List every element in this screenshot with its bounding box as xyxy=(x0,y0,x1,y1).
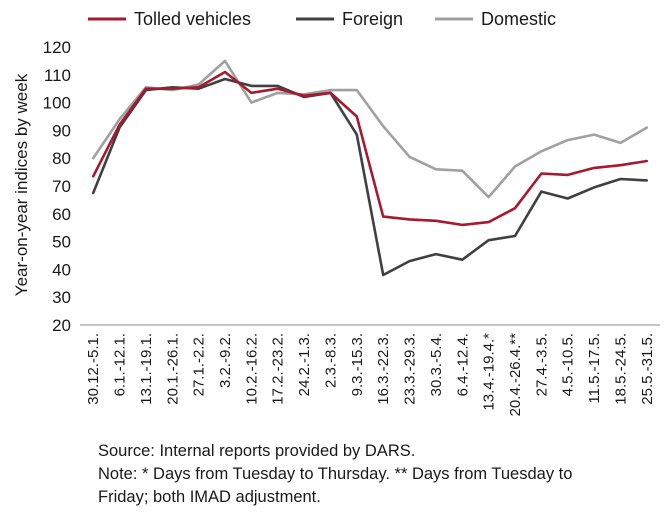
source-note: Source: Internal reports provided by DAR… xyxy=(98,442,416,460)
x-tick-label: 13.1.-19.1. xyxy=(138,333,155,405)
y-tick-label: 80 xyxy=(52,149,71,168)
y-tick-label: 110 xyxy=(44,66,71,85)
series-line-domestic xyxy=(91,59,649,199)
x-tick-label: 13.4.-19.4.* xyxy=(481,333,498,411)
note-line-1: Note: * Days from Tuesday to Thursday. *… xyxy=(98,465,573,483)
x-tick-label: 27.1.-2.2. xyxy=(191,333,208,396)
x-tick-label: 3.2.-9.2. xyxy=(217,333,234,388)
y-tick-label: 40 xyxy=(52,260,71,279)
x-tick-label: 30.3.-5.4. xyxy=(428,333,445,396)
x-tick-label: 18.5.-24.5. xyxy=(612,333,629,405)
series-group xyxy=(91,59,649,277)
y-axis-ticks: 20 30 40 50 60 70 80 90 100 110 120 xyxy=(43,38,71,335)
x-tick-label: 25.5.-31.5. xyxy=(639,333,656,405)
series-line-tolled-vehicles xyxy=(91,70,649,227)
x-tick-label: 4.5.-10.5. xyxy=(560,333,577,396)
x-tick-label: 11.5.-17.5. xyxy=(586,333,603,404)
legend-label: Domestic xyxy=(481,9,556,29)
x-tick-label: 20.4.-26.4.** xyxy=(507,333,524,417)
y-tick-label: 120 xyxy=(43,38,71,57)
x-tick-label: 17.2.-23.2. xyxy=(270,333,287,405)
x-tick-label: 6.1.-12.1. xyxy=(112,333,129,396)
x-axis-ticks: 30.12.-5.1. 6.1.-12.1. 13.1.-19.1. 20.1.-26… xyxy=(85,333,656,417)
y-tick-label: 70 xyxy=(52,177,71,196)
legend-label: Tolled vehicles xyxy=(134,9,251,29)
y-axis-label: Year-on-year indices by week xyxy=(12,73,31,296)
y-tick-label: 30 xyxy=(52,288,71,307)
note-line-2: Friday; both IMAD adjustment. xyxy=(98,488,321,506)
legend: Tolled vehicles Foreign Domestic xyxy=(88,9,556,29)
x-tick-label: 24.2.-1.3. xyxy=(296,333,313,396)
x-tick-label: 6.4.-12.4. xyxy=(454,333,471,396)
legend-label: Foreign xyxy=(342,9,403,29)
y-tick-label: 20 xyxy=(52,316,71,335)
y-tick-label: 50 xyxy=(52,233,71,252)
x-tick-label: 16.3.-22.3. xyxy=(375,333,392,405)
line-chart: Tolled vehicles Foreign Domestic Year-on-y… xyxy=(12,9,660,417)
y-tick-label: 100 xyxy=(43,94,71,113)
x-tick-label: 30.12.-5.1. xyxy=(85,333,102,405)
x-tick-label: 2.3.-8.3. xyxy=(322,333,339,388)
x-tick-label: 23.3.-29.3. xyxy=(402,333,419,405)
x-tick-label: 10.2.-16.2. xyxy=(243,333,260,405)
y-tick-label: 90 xyxy=(52,121,71,140)
y-tick-label: 60 xyxy=(52,205,71,224)
x-tick-label: 20.1.-26.1. xyxy=(164,333,181,405)
x-tick-label: 27.4.-3.5. xyxy=(533,333,550,396)
x-tick-label: 9.3.-15.3. xyxy=(349,333,366,396)
